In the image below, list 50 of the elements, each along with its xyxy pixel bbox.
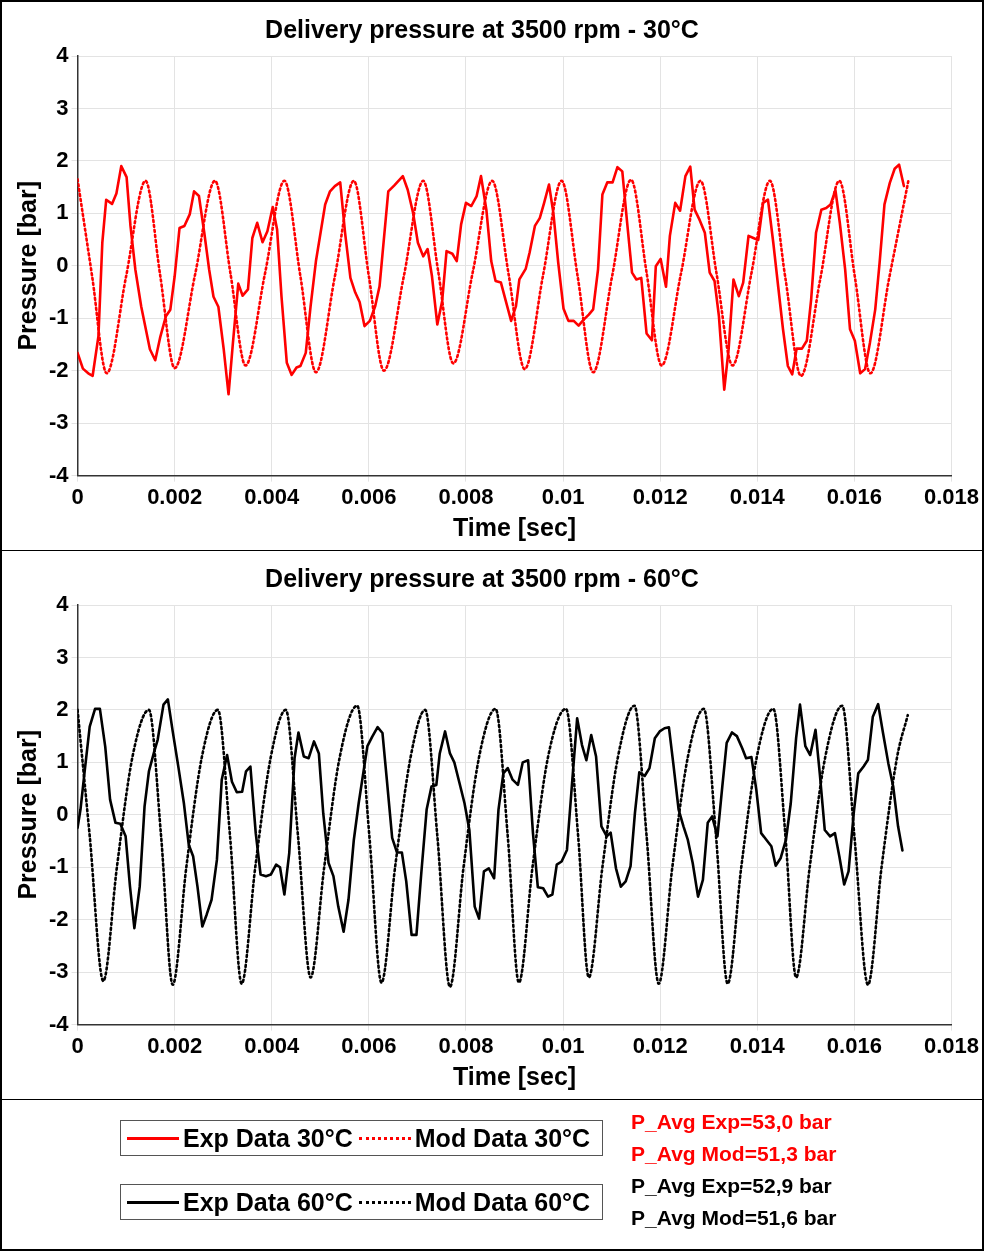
x-tick-label: 0.01 (541, 483, 585, 509)
legend-label: Exp Data 30°C (183, 1123, 353, 1153)
y-tick-label: -4 (49, 1010, 70, 1036)
y-tick-label: 2 (56, 146, 69, 172)
y-tick-label: -3 (49, 409, 69, 435)
y-tick-label: -1 (49, 853, 69, 879)
chart-title: Delivery pressure at 3500 rpm - 60°C (265, 563, 699, 592)
x-tick-label: 0.004 (244, 483, 301, 509)
y-tick-label: 0 (56, 251, 69, 277)
text: P_Avg Mod=51,3 bar (631, 1141, 837, 1167)
x-tick-label: 0.006 (341, 1032, 397, 1058)
y-tick-label: 3 (56, 643, 69, 669)
y-tick-label: 1 (56, 199, 69, 225)
y-tick-label: -4 (49, 461, 70, 487)
x-tick-label: 0.018 (923, 1032, 979, 1058)
y-tick-label: 4 (56, 42, 70, 68)
x-tick-label: 0.014 (729, 1032, 786, 1058)
y-tick-label: 3 (56, 94, 69, 120)
x-axis-title: Time [sec] (452, 512, 577, 541)
x-tick-label: 0.002 (147, 483, 203, 509)
x-tick-label: 0.002 (147, 1032, 203, 1058)
legend-label: Mod Data 30°C (414, 1123, 591, 1153)
y-tick-label: -3 (49, 958, 69, 984)
chart-title: Delivery pressure at 3500 rpm - 30°C (265, 14, 699, 43)
text: P_Avg Exp=52,9 bar (631, 1173, 833, 1199)
x-tick-label: 0.004 (244, 1032, 301, 1058)
x-tick-label: 0.01 (541, 1032, 585, 1058)
legend-label: Mod Data 60°C (414, 1187, 591, 1217)
y-tick-label: 0 (56, 800, 69, 826)
x-tick-label: 0.014 (729, 483, 786, 509)
y-tick-label: -1 (49, 304, 69, 330)
x-tick-label: 0.018 (923, 483, 979, 509)
x-tick-label: 0.016 (826, 1032, 882, 1058)
y-tick-label: 4 (56, 591, 70, 617)
x-tick-label: 0.012 (632, 1032, 688, 1058)
text: P_Avg Exp=53,0 bar (631, 1109, 833, 1135)
y-tick-label: -2 (49, 905, 69, 931)
x-axis-title: Time [sec] (452, 1061, 577, 1090)
y-tick-label: 2 (56, 695, 69, 721)
x-tick-label: 0.008 (438, 483, 494, 509)
x-tick-label: 0.006 (341, 483, 397, 509)
text: P_Avg Mod=51,6 bar (631, 1205, 837, 1231)
y-axis-title: Pressure [bar] (12, 730, 41, 900)
x-tick-label: 0.016 (826, 483, 882, 509)
x-tick-label: 0.012 (632, 483, 688, 509)
y-tick-label: -2 (49, 356, 69, 382)
y-tick-label: 1 (56, 748, 69, 774)
x-tick-label: 0.008 (438, 1032, 494, 1058)
y-axis-title: Pressure [bar] (12, 181, 41, 351)
legend-label: Exp Data 60°C (183, 1187, 353, 1217)
